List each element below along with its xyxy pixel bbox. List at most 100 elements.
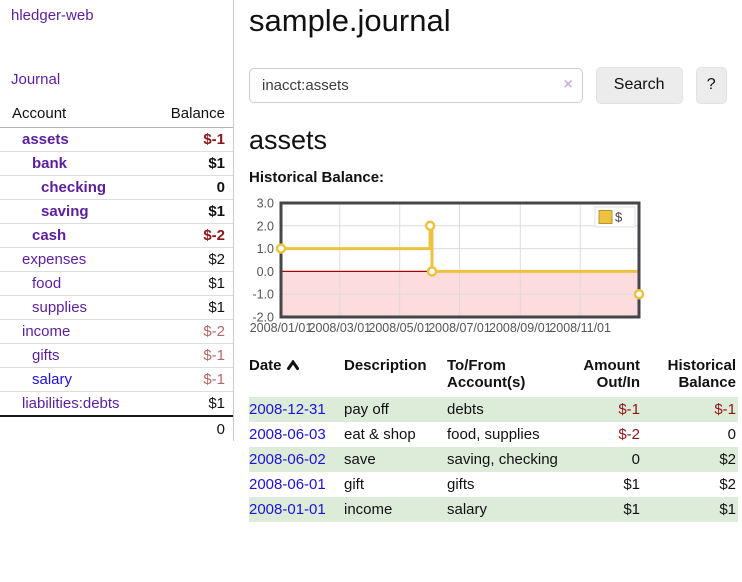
column-header-account: Account bbox=[0, 102, 157, 128]
svg-text:3.0: 3.0 bbox=[257, 197, 274, 211]
accounts-total-spacer bbox=[0, 415, 157, 442]
register-balance-cell: $2 bbox=[719, 476, 736, 494]
account-balance-cell: $-1 bbox=[156, 343, 233, 368]
register-row: 2008-12-31 pay off debts $-1 $-1 bbox=[249, 397, 738, 423]
svg-text:0.0: 0.0 bbox=[257, 265, 274, 279]
account-balance-cell: $1 bbox=[156, 199, 233, 224]
chart-title: Historical Balance: bbox=[249, 169, 385, 187]
account-balance-cell: $-2 bbox=[156, 319, 233, 344]
register-balance-cell: $-1 bbox=[714, 401, 736, 419]
account-row: income $-2 bbox=[0, 319, 233, 344]
register-amount-cell: $-2 bbox=[618, 426, 640, 444]
register-accounts-cell: salary bbox=[447, 501, 488, 519]
account-row: salary $-1 bbox=[0, 367, 233, 392]
register-row: 2008-01-01 income salary $1 $1 bbox=[249, 497, 738, 523]
search-box: × bbox=[249, 67, 583, 103]
register-description-cell: eat & shop bbox=[344, 426, 416, 444]
account-name-cell: checking bbox=[0, 175, 157, 200]
register-date-cell: 2008-06-03 bbox=[249, 422, 344, 447]
account-link[interactable]: supplies bbox=[32, 299, 88, 316]
register-amount-cell: $1 bbox=[623, 501, 640, 519]
account-row: gifts $-1 bbox=[0, 343, 233, 368]
register-row: 2008-06-02 save saving, checking 0 $2 bbox=[249, 447, 738, 473]
transaction-date-link[interactable]: 2008-06-03 bbox=[249, 426, 326, 444]
column-header-balance: Balance bbox=[156, 102, 233, 128]
account-name-cell: income bbox=[0, 319, 157, 344]
search-button[interactable]: Search bbox=[595, 66, 683, 104]
account-balance-cell: 0 bbox=[156, 175, 233, 200]
account-link[interactable]: cash bbox=[32, 227, 67, 244]
svg-text:-2.0: -2.0 bbox=[252, 311, 274, 325]
help-button[interactable]: ? bbox=[695, 66, 727, 104]
account-row: bank $1 bbox=[0, 151, 233, 176]
register-accounts-cell: debts bbox=[447, 401, 484, 419]
account-link[interactable]: bank bbox=[32, 155, 68, 172]
account-link[interactable]: saving bbox=[41, 203, 89, 220]
register-description-cell: save bbox=[344, 451, 376, 469]
account-link[interactable]: liabilities:debts bbox=[22, 395, 120, 412]
register-date-cell: 2008-12-31 bbox=[249, 397, 344, 422]
account-row: cash $-2 bbox=[0, 223, 233, 248]
svg-text:-1.0: -1.0 bbox=[252, 288, 274, 302]
register-balance-cell: 0 bbox=[727, 426, 736, 444]
account-link[interactable]: expenses bbox=[22, 251, 87, 268]
register-date-cell: 2008-06-01 bbox=[249, 472, 344, 497]
account-link[interactable]: gifts bbox=[32, 347, 60, 364]
account-link[interactable]: food bbox=[32, 275, 62, 292]
clear-search-icon[interactable]: × bbox=[563, 75, 573, 93]
column-header-date[interactable]: Date bbox=[249, 354, 344, 397]
account-link[interactable]: income bbox=[22, 323, 71, 340]
register-date-cell: 2008-06-02 bbox=[249, 447, 344, 472]
register-accounts-cell: gifts bbox=[447, 476, 475, 494]
account-balance-cell: $2 bbox=[156, 247, 233, 272]
account-link[interactable]: assets bbox=[22, 131, 69, 148]
register-date-cell: 2008-01-01 bbox=[249, 497, 344, 522]
transaction-date-link[interactable]: 2008-06-02 bbox=[249, 451, 326, 469]
account-name-cell: assets bbox=[0, 128, 157, 152]
svg-text:2008/01/01: 2008/01/01 bbox=[250, 321, 313, 335]
transaction-date-link[interactable]: 2008-01-01 bbox=[249, 501, 326, 519]
account-name-cell: expenses bbox=[0, 247, 157, 272]
register-amount-cell: $-1 bbox=[618, 401, 640, 419]
account-name-cell: gifts bbox=[0, 343, 157, 368]
svg-text:2.0: 2.0 bbox=[257, 219, 274, 233]
register-accounts-cell: food, supplies bbox=[447, 426, 540, 444]
account-name-cell: bank bbox=[0, 151, 157, 176]
register-balance-cell: $2 bbox=[719, 451, 736, 469]
account-balance-cell: $-1 bbox=[156, 367, 233, 392]
column-header-accounts: To/From Account(s) bbox=[447, 357, 526, 392]
column-header-description: Description bbox=[344, 357, 427, 375]
search-input[interactable] bbox=[249, 67, 583, 103]
account-row: checking 0 bbox=[0, 175, 233, 200]
accounts-header-row: Account Balance bbox=[0, 102, 233, 128]
transaction-date-link[interactable]: 2008-12-31 bbox=[249, 401, 326, 419]
svg-text:2008/11/01: 2008/11/01 bbox=[549, 321, 611, 335]
register-accounts-cell: saving, checking bbox=[447, 451, 558, 469]
register-amount-cell: 0 bbox=[631, 451, 640, 469]
account-heading: assets bbox=[249, 124, 328, 155]
register-description-cell: pay off bbox=[344, 401, 389, 419]
register-row: 2008-06-01 gift gifts $1 $2 bbox=[249, 472, 738, 497]
accounts-total-value: 0 bbox=[156, 415, 233, 442]
svg-text:2008/05/01: 2008/05/01 bbox=[368, 321, 431, 335]
account-name-cell: saving bbox=[0, 199, 157, 224]
svg-text:2008/09/01: 2008/09/01 bbox=[489, 321, 552, 335]
column-header-historical-balance: Historical Balance bbox=[667, 357, 736, 392]
account-link[interactable]: checking bbox=[41, 179, 107, 196]
account-name-cell: cash bbox=[0, 223, 157, 248]
sidebar-item-journal[interactable]: Journal bbox=[11, 71, 61, 88]
accounts-table: Account Balance assets $-1 bank $1 checking 0… bbox=[0, 102, 233, 442]
account-balance-cell: $1 bbox=[156, 295, 233, 320]
column-header-amount: Amount Out/In bbox=[583, 357, 640, 392]
app-brand-link[interactable]: hledger-web bbox=[11, 7, 94, 24]
svg-text:2008/07/01: 2008/07/01 bbox=[428, 321, 491, 335]
account-name-cell: liabilities:debts bbox=[0, 391, 157, 416]
historical-balance-chart: $3.0 2.0 1.0 0.0 -1.0 -2.02008/01/012008/03/0… bbox=[250, 197, 645, 335]
account-balance-cell: $1 bbox=[156, 151, 233, 176]
main-content: sample.journal × Search ? assets Histori… bbox=[234, 0, 738, 523]
account-link[interactable]: salary bbox=[32, 371, 73, 388]
account-balance-cell: $1 bbox=[156, 391, 233, 416]
search-bar: × Search ? bbox=[249, 66, 727, 104]
register-description-cell: income bbox=[344, 501, 393, 519]
transaction-date-link[interactable]: 2008-06-01 bbox=[249, 476, 326, 494]
